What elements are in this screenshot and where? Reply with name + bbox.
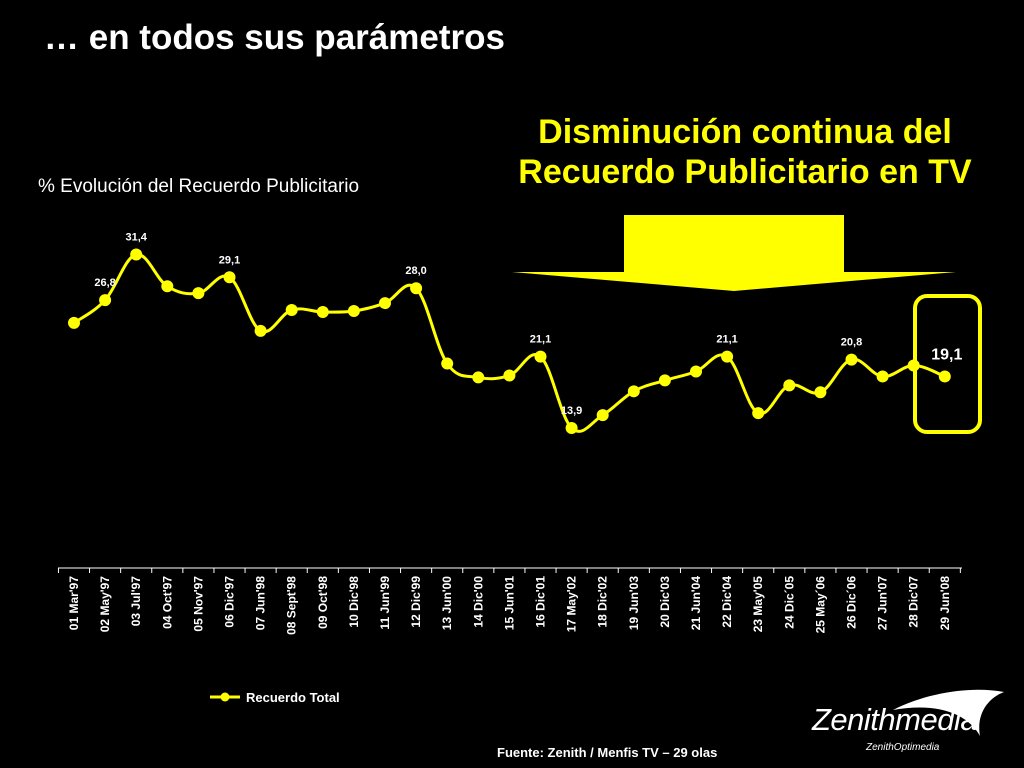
data-point (658, 374, 671, 387)
x-tick-label: 07 Jun'98 (254, 576, 268, 631)
logo-wordmark: Zenithmedia (812, 702, 978, 737)
down-arrow-icon (512, 215, 956, 291)
data-point (814, 386, 827, 399)
data-label: 29,1 (219, 254, 240, 266)
zenithmedia-logo: Zenithmedia ZenithOptimedia (808, 688, 1018, 760)
highlight-box (913, 294, 982, 434)
data-point (379, 297, 391, 310)
data-label: 19,1 (931, 346, 962, 363)
x-tick-label: 29 Jun'08 (938, 576, 952, 631)
data-point (441, 357, 454, 370)
x-tick-label: 20 Dic'03 (658, 576, 672, 628)
data-point (565, 422, 578, 434)
data-label: 26,8 (94, 277, 115, 289)
data-label: 21,1 (716, 334, 737, 346)
data-point (721, 350, 734, 363)
x-tick-label: 15 Jun'01 (502, 576, 516, 631)
logo-subtitle: ZenithOptimedia (866, 742, 940, 753)
logo-swoosh-icon (893, 689, 1004, 736)
x-tick-label: 02 May'97 (98, 576, 112, 633)
data-point (161, 280, 174, 293)
data-point (938, 370, 951, 383)
data-point (752, 407, 765, 420)
x-tick-label: 16 Dic'01 (534, 576, 548, 628)
data-point (254, 324, 267, 337)
data-label: 31,4 (125, 232, 147, 244)
x-tick-label: 25 May´06 (813, 576, 827, 634)
x-tick-label: 10 Dic'98 (347, 576, 361, 628)
data-point (845, 353, 858, 366)
x-tick-label: 03 Jul'97 (129, 576, 143, 627)
x-tick-label: 21 Jun'04 (689, 576, 703, 631)
x-tick-label: 08 Sept'98 (285, 576, 299, 635)
data-point (316, 306, 329, 319)
data-label: 13,9 (561, 405, 582, 417)
data-point (192, 287, 205, 300)
data-point (783, 379, 796, 392)
data-point (130, 248, 143, 261)
x-tick-label: 09 Oct'98 (316, 576, 330, 629)
x-tick-label: 12 Dic'99 (409, 576, 423, 628)
x-tick-label: 18 Dic'02 (596, 576, 610, 628)
data-point (285, 304, 298, 317)
x-tick-label: 27 Jun'07 (876, 576, 890, 631)
data-point (503, 369, 516, 382)
page-title: … en todos sus parámetros (44, 18, 505, 57)
headline-line-2: Recuerdo Publicitario en TV (518, 153, 972, 191)
data-point (690, 365, 702, 378)
x-tick-label: 05 Nov'97 (191, 576, 205, 632)
x-tick-label: 24 Dic´05 (782, 576, 796, 629)
x-tick-label: 19 Jun'03 (627, 576, 641, 631)
data-point (99, 294, 112, 307)
x-tick-label: 06 Dic'97 (223, 576, 237, 628)
x-tick-label: 22 Dic'04 (720, 576, 734, 628)
x-tick-label: 17 May'02 (565, 576, 579, 633)
source-note: Fuente: Zenith / Menfis TV – 29 olas (497, 745, 718, 760)
x-tick-label: 14 Dic'00 (471, 576, 485, 628)
data-label: 28,0 (405, 265, 426, 277)
headline-line-1: Disminución continua del (538, 113, 952, 151)
x-tick-label: 11 Jun'99 (378, 576, 392, 630)
x-tick-label: 04 Oct'97 (160, 576, 174, 629)
x-tick-label: 13 Jun'00 (440, 576, 454, 631)
x-tick-label: 28 Dic'07 (907, 576, 921, 628)
x-tick-label: 01 Mar'97 (67, 576, 81, 631)
x-tick-label: 23 May'05 (751, 576, 765, 633)
data-point (472, 371, 485, 384)
data-point (627, 385, 640, 398)
legend-marker-swatch (220, 692, 230, 702)
legend: Recuerdo Total (210, 690, 340, 705)
legend-label: Recuerdo Total (246, 690, 340, 705)
data-label: 21,1 (530, 334, 551, 346)
data-point (596, 409, 609, 422)
headline: Disminución continua del Recuerdo Public… (470, 112, 1020, 192)
data-point (223, 271, 236, 284)
data-label: 20,8 (841, 337, 862, 349)
chart-title: % Evolución del Recuerdo Publicitario (38, 176, 360, 197)
data-point (347, 305, 360, 318)
data-point (68, 316, 80, 329)
data-point (410, 282, 423, 295)
x-tick-label: 26 Dic´06 (845, 576, 859, 629)
data-point (534, 350, 547, 363)
data-point (876, 370, 889, 383)
